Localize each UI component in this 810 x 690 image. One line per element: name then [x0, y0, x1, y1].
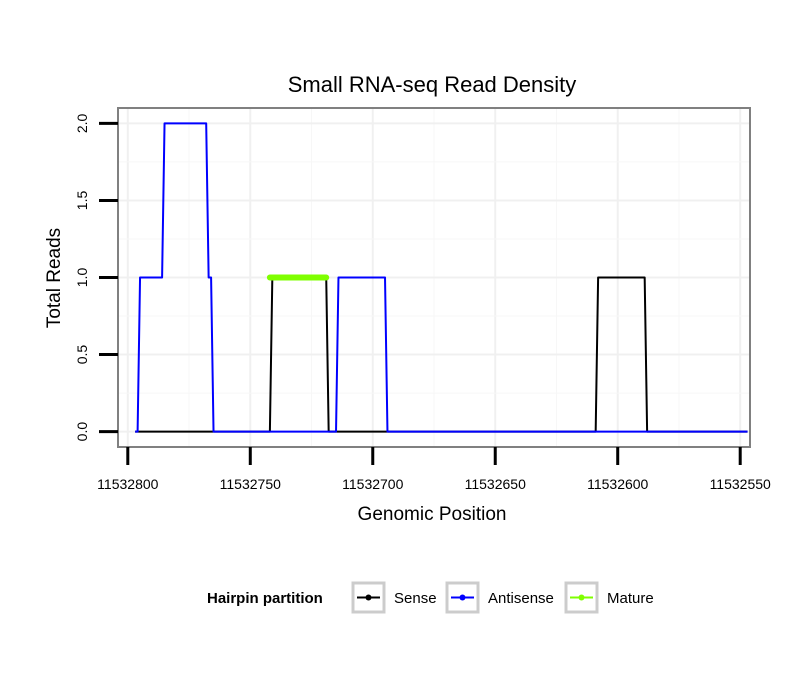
legend-key-point: [578, 594, 585, 601]
legend-label-sense: Sense: [394, 590, 437, 607]
x-tick-label: 11532550: [710, 476, 771, 492]
legend-title: Hairpin partition: [207, 590, 323, 607]
series-layer: [135, 122, 748, 433]
x-axis-label: Genomic Position: [358, 504, 507, 525]
y-tick-label: 0.0: [74, 422, 90, 442]
y-tick-label: 0.5: [74, 345, 90, 365]
y-tick-label: 1.0: [74, 268, 90, 288]
x-tick-label: 11532650: [465, 476, 526, 492]
y-axis: 0.0 0.5 1.0 1.5 2.0: [74, 113, 118, 441]
chart-title: Small RNA-seq Read Density: [288, 72, 577, 97]
y-tick-label: 2.0: [74, 113, 90, 133]
x-tick-label: 11532750: [220, 476, 281, 492]
legend-entries: Sense Antisense Mature: [351, 581, 654, 614]
legend-label-antisense: Antisense: [488, 590, 554, 607]
x-tick-label: 11532600: [587, 476, 648, 492]
x-axis: 11532800 11532750 11532700 11532650 11532600…: [97, 447, 771, 492]
legend-label-mature: Mature: [607, 590, 654, 607]
series-antisense-line: [135, 122, 748, 433]
x-tick-label: 11532700: [342, 476, 403, 492]
y-tick-label: 1.5: [74, 191, 90, 211]
legend-key-point: [459, 594, 466, 601]
y-axis-label: Total Reads: [44, 228, 65, 328]
x-tick-label: 11532800: [97, 476, 158, 492]
legend: Hairpin partition Sense Antisense Mature: [207, 581, 654, 614]
legend-key-point: [365, 594, 372, 601]
